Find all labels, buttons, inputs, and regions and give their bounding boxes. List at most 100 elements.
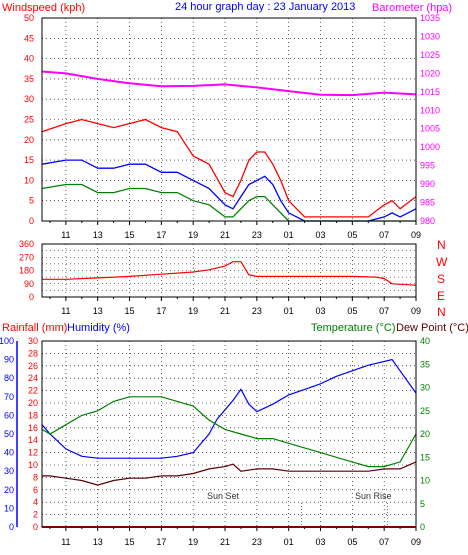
windspeed-tick-label: 5 — [29, 196, 34, 206]
temperature-tick-label: 40 — [420, 336, 430, 346]
wind-xtick-label: 19 — [188, 230, 198, 240]
bottom-xtick-label: 19 — [188, 537, 198, 547]
direction-s: S — [437, 272, 445, 286]
wind-average-line — [41, 159, 417, 222]
temperature-tick-label: 25 — [420, 406, 430, 416]
wind-xtick-label: 05 — [347, 230, 357, 240]
temperature-tick-label: 20 — [420, 429, 430, 439]
rainfall-tick-label: 12 — [28, 448, 38, 458]
direction-xtick-label: 15 — [125, 306, 135, 316]
windspeed-tick-label: 45 — [24, 33, 34, 43]
bottom-xtick-label: 21 — [220, 537, 230, 547]
temperature-tick-label: 10 — [420, 476, 430, 486]
direction-n-top: N — [437, 238, 446, 252]
temperature-axis-label: Temperature (°C) — [311, 322, 395, 334]
rainfall-tick-label: 14 — [28, 435, 38, 445]
barometer-tick-label: 1000 — [420, 142, 440, 152]
windspeed-tick-label: 30 — [24, 94, 34, 104]
windspeed-tick-label: 15 — [24, 155, 34, 165]
direction-xtick-label: 01 — [284, 306, 294, 316]
temp-humidity-chart: 0246810121416182022242628300102030405060… — [0, 336, 430, 547]
windspeed-axis-label: Windspeed (kph) — [2, 2, 85, 14]
bottom-xtick-label: 17 — [156, 537, 166, 547]
rainfall-tick-label: 8 — [33, 472, 38, 482]
windspeed-tick-label: 40 — [24, 54, 34, 64]
bottom-xtick-label: 15 — [125, 537, 135, 547]
direction-xtick-label: 17 — [156, 306, 166, 316]
humidity-tick-label: 30 — [4, 466, 14, 476]
temperature-tick-label: 5 — [420, 499, 425, 509]
windspeed-tick-label: 50 — [24, 13, 34, 23]
direction-tick-label: 0 — [29, 292, 34, 302]
rainfall-tick-label: 22 — [28, 386, 38, 396]
rainfall-tick-label: 0 — [33, 522, 38, 532]
wind-xtick-label: 15 — [125, 230, 135, 240]
windspeed-tick-label: 0 — [29, 216, 34, 226]
direction-e: E — [437, 289, 445, 303]
rainfall-tick-label: 24 — [28, 373, 38, 383]
barometer-line — [41, 70, 417, 97]
barometer-tick-label: 1035 — [420, 13, 440, 23]
direction-xtick-label: 23 — [252, 306, 262, 316]
bottom-frame — [41, 340, 417, 528]
wind-xtick-label: 07 — [379, 230, 389, 240]
bottom-xtick-label: 07 — [379, 537, 389, 547]
humidity-tick-label: 20 — [4, 485, 14, 495]
direction-xtick-label: 13 — [93, 306, 103, 316]
bottom-xtick-label: 05 — [347, 537, 357, 547]
rainfall-axis-label: Rainfall (mm) — [2, 322, 67, 334]
wind-gust-line — [41, 118, 417, 218]
direction-xtick-label: 11 — [61, 306, 70, 316]
rainfall-tick-label: 18 — [28, 410, 38, 420]
rainfall-tick-label: 10 — [28, 460, 38, 470]
direction-labels: N W S E N — [436, 238, 448, 319]
humidity-tick-label: 60 — [4, 410, 14, 420]
barometer-tick-label: 995 — [420, 161, 435, 171]
wind-barometer-chart: 0510152025303540455098098599099510001005… — [24, 13, 440, 240]
temperature-tick-label: 0 — [420, 522, 425, 532]
rainfall-tick-label: 26 — [28, 361, 38, 371]
rainfall-tick-label: 30 — [28, 336, 38, 346]
direction-xtick-label: 03 — [316, 306, 326, 316]
bottom-xtick-label: 03 — [316, 537, 326, 547]
bottom-xtick-label: 01 — [284, 537, 294, 547]
wind-speed-line — [41, 183, 416, 222]
wind-xtick-label: 11 — [61, 230, 70, 240]
wind-direction-line — [42, 261, 417, 286]
wind-xtick-label: 13 — [93, 230, 103, 240]
direction-tick-label: 360 — [19, 239, 34, 249]
direction-xtick-label: 21 — [220, 306, 230, 316]
sunrise-label: Sun Rise — [355, 491, 392, 501]
rainfall-tick-label: 6 — [33, 485, 38, 495]
windspeed-tick-label: 20 — [24, 135, 34, 145]
humidity-tick-label: 80 — [4, 373, 14, 383]
dewpoint-line — [42, 461, 417, 486]
humidity-tick-label: 90 — [4, 355, 14, 365]
temperature-tick-label: 30 — [420, 383, 430, 393]
humidity-axis-label: Humidity (%) — [67, 322, 130, 334]
humidity-tick-label: 100 — [0, 336, 14, 346]
barometer-tick-label: 980 — [420, 216, 435, 226]
chart-title: 24 hour graph day : 23 January 2013 — [175, 1, 355, 13]
direction-tick-label: 270 — [19, 252, 34, 262]
direction-tick-label: 180 — [19, 266, 34, 276]
rainfall-tick-label: 16 — [28, 423, 38, 433]
barometer-axis-label: Barometer (hpa) — [372, 2, 452, 14]
barometer-tick-label: 1015 — [420, 87, 440, 97]
barometer-tick-label: 985 — [420, 198, 435, 208]
windspeed-tick-label: 10 — [24, 175, 34, 185]
bottom-xtick-label: 13 — [93, 537, 103, 547]
wind-xtick-label: 17 — [156, 230, 166, 240]
rainfall-tick-label: 20 — [28, 398, 38, 408]
humidity-tick-label: 10 — [4, 503, 14, 513]
rainfall-tick-label: 28 — [28, 348, 38, 358]
barometer-tick-label: 1010 — [420, 105, 440, 115]
direction-frame — [41, 243, 417, 298]
direction-n-bottom: N — [437, 305, 446, 319]
wind-direction-chart: 0 90 180 270 360 11 13 15 17 19 21 23 01 03 05 07 09 — [19, 239, 421, 316]
temperature-line — [41, 396, 417, 468]
bottom-xtick-label: 23 — [252, 537, 262, 547]
humidity-line — [41, 358, 417, 459]
dewpoint-axis-label: Dew Point (°C) — [396, 322, 468, 334]
humidity-tick-label: 70 — [4, 392, 14, 402]
